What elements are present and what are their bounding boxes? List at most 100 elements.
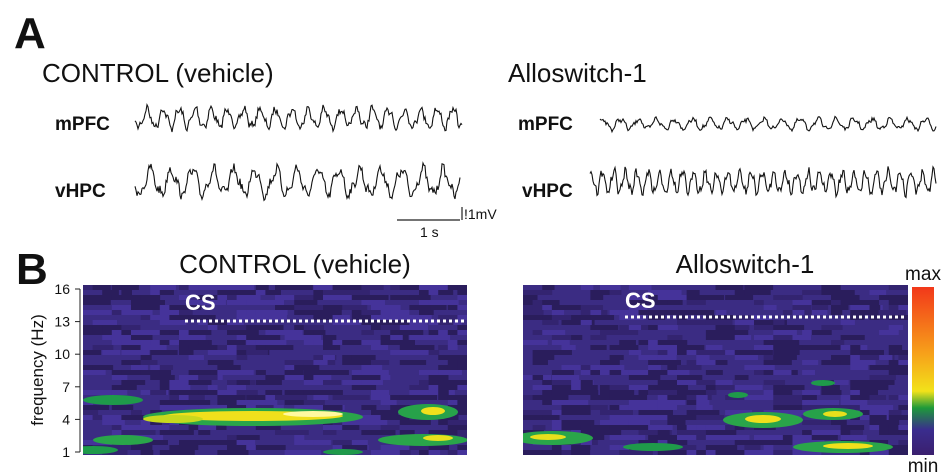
spec-cell [140,360,158,365]
spec-cell [419,310,434,315]
spec-cell [351,355,376,360]
spec-cell [898,360,908,365]
colorbar-label: min [908,456,939,475]
spec-cell [159,310,182,315]
traces [134,103,937,202]
panel-title: Alloswitch-1 [508,58,647,88]
spec-cell [667,335,683,340]
spec-blob [283,411,343,417]
spec-cell [399,360,427,365]
spec-cell [198,375,218,380]
spec-cell [792,450,822,455]
spec-cell [438,370,462,375]
spec-cell [705,320,733,325]
spec-cell [121,285,139,290]
spec-cell [438,385,467,390]
spec-cell [628,295,656,300]
spec-cell [888,415,908,420]
spec-cell [169,385,191,390]
spec-cell [696,400,710,405]
spec-cell [236,390,258,395]
spec-cell [111,305,141,310]
spec-cell [121,310,153,315]
spec-cell [323,355,335,360]
spec-cell [821,385,840,390]
spec-cell [657,295,697,300]
spec-cell [92,310,121,315]
spec-cell [131,425,170,430]
spec-cell [705,445,738,450]
spec-cell [561,405,593,410]
spec-cell [409,445,433,450]
spec-cell [457,365,467,370]
spec-cell [188,400,211,405]
spec-cell [313,375,332,380]
spec-cell [648,425,673,430]
spec-cell [773,370,792,375]
spec-cell [390,350,427,355]
spec-cell [811,330,832,335]
spec-cell [111,370,127,375]
spec-cell [438,390,449,395]
spec-cell [831,420,847,425]
spec-cell [399,325,429,330]
spec-cell [380,395,397,400]
spec-cell [102,420,125,425]
spec-cell [898,350,908,355]
spec-cell [754,320,787,325]
spec-cell [207,325,220,330]
spec-cell [657,440,675,445]
y-tick-label: 1 [62,444,70,460]
spec-cell [677,415,715,420]
spec-cell [869,290,887,295]
spec-cell [638,420,651,425]
spec-cell [131,445,153,450]
spec-cell [609,345,639,350]
spec-cell [457,410,467,415]
spec-cell [705,430,737,435]
spec-blob [83,446,118,454]
spec-cell [821,390,842,395]
spec-cell [773,335,801,340]
spec-cell [657,360,681,365]
spec-cell [523,295,538,300]
spec-cell [83,415,101,420]
spec-cell [255,425,274,430]
spec-cell [600,390,618,395]
spec-cell [102,335,113,340]
spec-cell [888,300,908,305]
spec-cell [686,295,725,300]
spec-cell [600,285,621,290]
spec-cell [638,310,657,315]
spec-cell [898,405,908,410]
spec-cell [792,310,805,315]
spec-cell [150,315,180,320]
spec-cell [532,395,569,400]
spec-cell [361,430,396,435]
spec-cell [542,320,559,325]
spec-cell [773,320,785,325]
spec-cell [390,335,403,340]
spec-cell [648,365,661,370]
channel-label: mPFC [518,114,573,135]
spec-cell [371,295,388,300]
spec-cell [580,380,593,385]
spec-cell [313,390,343,395]
spec-cell [802,370,816,375]
spec-cell [227,330,259,335]
spec-cell [763,360,792,365]
spec-cell [457,405,467,410]
spec-cell [188,315,216,320]
colorbar-label: max [905,264,941,285]
spec-cell [773,410,811,415]
spec-cell [313,340,332,345]
spec-cell [83,300,111,305]
spec-cell [600,410,633,415]
spec-cell [275,295,313,300]
spec-cell [361,405,377,410]
spec-cell [811,430,848,435]
spec-cell [571,450,591,455]
spec-cell [111,445,129,450]
spec-cell [150,410,162,415]
spec-cell [773,405,806,410]
